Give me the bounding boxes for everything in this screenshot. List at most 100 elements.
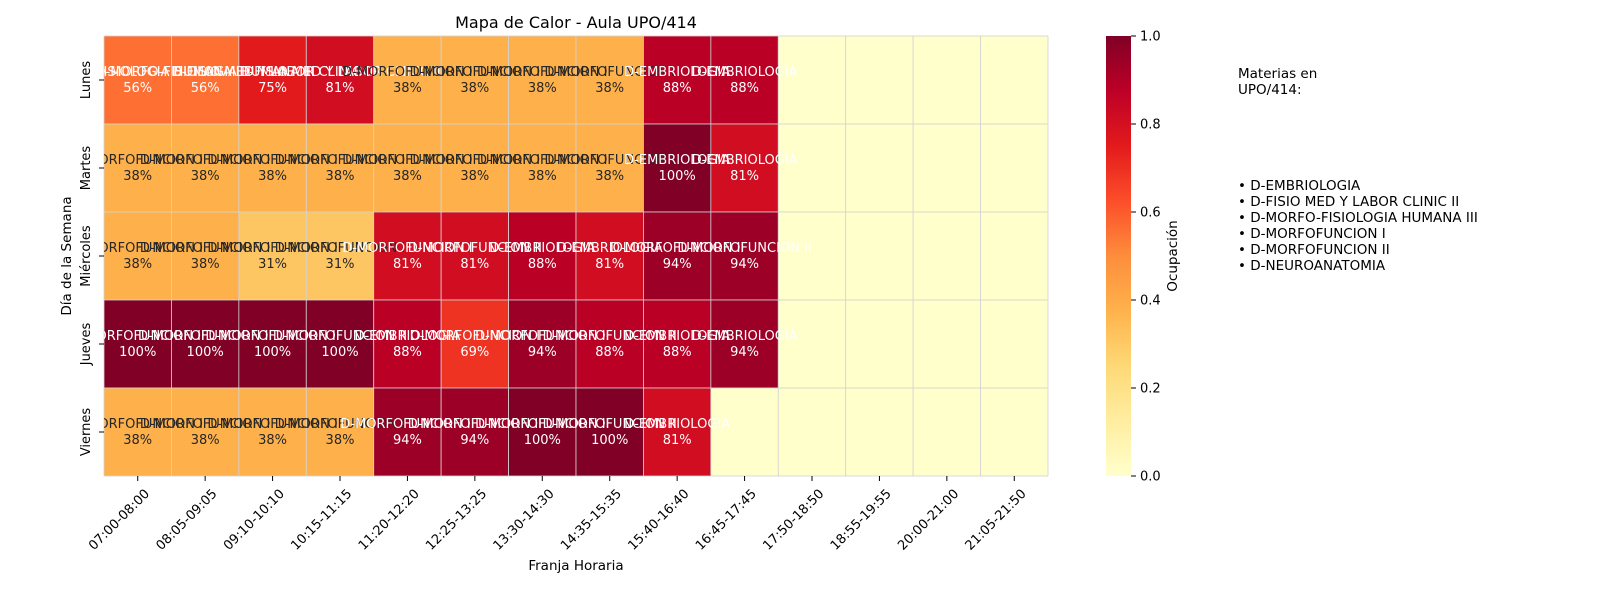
cell-subject: D-MORFOFUNCION II [408,417,542,432]
heatmap-cell [575,123,644,213]
cell-label: D-MORFOFUNCION I 38% [275,153,405,184]
cell-subject: D-MORFOFUNCION II [543,329,677,344]
cell-percent: 81% [663,433,692,448]
heatmap-cell [575,387,644,477]
cell-label: D-MORFOFUNCION I 69% [410,329,540,360]
cell-percent: 38% [123,433,152,448]
colorbar-gradient [1106,36,1131,476]
cell-subject: D-MORFOFUNCION II [408,241,542,256]
cell-label: D-MORFOFUNCION I 38% [207,417,337,448]
cell-label: D-MORFOFUNCION I 38% [342,153,472,184]
cell-subject: D-MORFOFUNCION I [72,417,202,432]
heatmap-cell [777,211,847,301]
x-tick-label: 11:20-12:20 [356,487,423,554]
cell-percent: 38% [258,433,287,448]
heatmap-cell [912,211,981,301]
colorbar-tick-label: 0.2 [1140,382,1161,397]
x-tick-label: 16:45-17:45 [693,487,760,554]
heatmap-cell [171,299,240,389]
heatmap-cell [980,35,1049,125]
cell-label: D-EMBRIOLOGIA 88% [692,65,798,96]
heatmap-cell [845,123,914,213]
cell-percent: 38% [528,169,557,184]
cell-subject: D-MORFO-FISIOLOGIA HUMANA III [28,65,247,80]
cell-label: D-MORFOFUNCION I 38% [410,65,540,96]
cell-percent: 88% [393,345,422,360]
cell-subject: D-MORFOFUNCION I [544,153,674,168]
heatmap-cell [373,123,442,213]
heatmap-cell [238,35,307,125]
cell-percent: 31% [258,257,287,272]
heatmap-cell [912,123,981,213]
cell-percent: 100% [659,169,696,184]
heatmap-cell [575,211,644,301]
x-tick-label: 13:30-14:30 [491,487,558,554]
cell-label: D-EMBRIOLOGIA 81% [692,153,798,184]
colorbar-tick-label: 0.6 [1140,206,1161,221]
cell-subject: D-EMBRIOLOGIA [624,65,730,80]
cell-subject: D-MORFOFUNCION I [207,241,337,256]
heatmap-cell [710,211,779,301]
cell-subject: D-MORFOFUNCION II [475,329,609,344]
heatmap-cell [440,211,509,301]
y-axis-ticks: Lunes Martes Miércoles Jueves Viernes [79,61,104,456]
cell-subject: D-EMBRIOLOGIA [489,241,595,256]
cell-subject: D-EMBRIOLOGIA [624,329,730,344]
cell-subject: D-MORFOFUNCION I [140,153,270,168]
cell-percent: 94% [663,257,692,272]
heatmap-cell [710,123,779,213]
heatmap-cell [508,123,577,213]
colorbar: 0.0 0.2 0.4 0.6 0.8 1.0 Ocupación [1106,30,1181,485]
y-tick-label: Lunes [79,61,94,99]
cell-subject: D-FISIO MED Y LABOR CLINIC II [172,65,373,80]
heatmap-cell [643,299,712,389]
heatmap-cell [980,299,1049,389]
heatmap-cell [777,123,847,213]
heatmap-cell [912,35,981,125]
heatmap-cell [103,299,172,389]
heatmap-cell [305,299,375,389]
subject-item: • D-MORFOFUNCION II [1238,242,1390,258]
cell-label: D-MORFOFUNCION II 94% [340,417,474,448]
cell-label: D-MORFOFUNCION I 38% [477,153,607,184]
subject-item: • D-EMBRIOLOGIA [1238,178,1361,194]
x-tick-label: 17:50-18:50 [760,487,827,554]
cell-subject: D-MORFOFUNCION I [410,329,540,344]
cell-label: D-MORFOFUNCION I 38% [544,153,674,184]
cell-percent: 38% [258,169,287,184]
heatmap-cell [305,123,375,213]
heatmap-cell [508,387,577,477]
cell-percent: 69% [460,345,489,360]
x-tick-label: 07:00-08:00 [86,487,153,554]
cell-subject: D-EMBRIOLOGIA [624,153,730,168]
cell-label: D-MORFOFUNCION II 81% [408,241,542,272]
heatmap-cell [238,211,307,301]
cell-label: D-MORFOFUNCION I 31% [207,241,337,272]
cell-percent: 94% [730,257,759,272]
cell-label: D-EMBRIOLOGIA 81% [557,241,663,272]
cell-percent: 56% [123,81,152,96]
cell-subject: D-MORFOFUNCION I [207,153,337,168]
x-tick-label: 18:55-19:55 [828,487,895,554]
cell-percent: 38% [191,169,220,184]
cell-label: D-MORFOFUNCION II 94% [610,241,744,272]
cell-percent: 88% [663,345,692,360]
cell-label: D-EMBRIOLOGIA 88% [489,241,595,272]
cell-subject: D-MORFOFUNCION II [340,417,474,432]
heatmap-cell [305,35,375,125]
cell-label: D-MORFOFUNCION I 38% [275,417,405,448]
cell-label: D-MORFOFUNCION I 38% [477,65,607,96]
cell-percent: 38% [460,81,489,96]
cell-subject: D-MORFOFUNCION I [140,417,270,432]
cell-label: D-MORFOFUNCION I 38% [544,65,674,96]
cell-percent: 81% [393,257,422,272]
heatmap-cell [373,299,442,389]
chart-title: Mapa de Calor - Aula UPO/414 [455,13,697,32]
colorbar-ticks: 0.0 0.2 0.4 0.6 0.8 1.0 [1131,30,1161,485]
cell-label: D-MORFOFUNCION I 38% [410,153,540,184]
heatmap-cell [980,387,1049,477]
heatmap-cell [912,387,981,477]
heatmap-cell [777,387,847,477]
cell-percent: 94% [730,345,759,360]
heatmap-cells [103,35,1049,477]
